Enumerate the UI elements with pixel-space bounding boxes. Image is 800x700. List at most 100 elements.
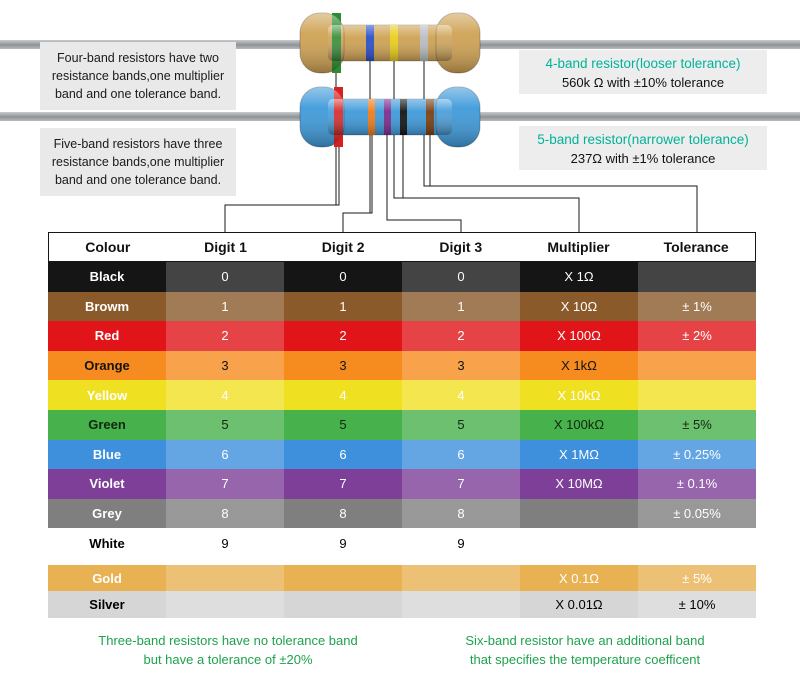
cell-colour: Red <box>94 328 120 344</box>
cell-digit2 <box>284 591 402 618</box>
cell-colour: Grey <box>92 506 122 522</box>
cell-digit2: 4 <box>339 387 347 403</box>
five-band-value-box: 5-band resistor(narrower tolerance) 237Ω… <box>519 126 767 170</box>
header-colour: Colour <box>85 239 131 255</box>
cell-digit1: 2 <box>166 321 284 351</box>
cell-tolerance <box>638 262 756 292</box>
colour-code-table: Colour Digit 1 Digit 2 Digit 3 Multiplie… <box>48 232 756 618</box>
five-band-resistor <box>298 86 482 148</box>
cell-digit2: 2 <box>339 328 347 344</box>
six-band-footnote-line1: Six-band resistor have an additional ban… <box>465 633 705 648</box>
cell-colour: White <box>89 535 125 551</box>
cell-digit3: 1 <box>402 291 520 322</box>
table-row-browm: Browm 1 1 1 X 10Ω ± 1% <box>48 291 756 322</box>
cell-colour: Blue <box>92 446 122 462</box>
cell-colour: Silver <box>89 597 125 613</box>
table-header: Colour Digit 1 Digit 2 Digit 3 Multiplie… <box>48 232 756 262</box>
three-band-footnote-line1: Three-band resistors have no tolerance b… <box>98 633 358 648</box>
cell-multiplier: X 100Ω <box>557 328 601 344</box>
cell-tolerance: ± 0.05% <box>638 498 756 529</box>
four-band-title: 4-band resistor(looser tolerance) <box>545 56 741 71</box>
cell-digit3: 0 <box>402 262 520 292</box>
cell-colour: Violet <box>89 476 125 492</box>
three-band-footnote-line2: but have a tolerance of ±20% <box>143 651 313 667</box>
cell-colour: Green <box>88 417 126 433</box>
header-digit-1: Digit 1 <box>204 239 247 255</box>
cell-digit1: 0 <box>166 262 284 292</box>
cell-tolerance <box>638 350 756 381</box>
cell-colour: Yellow <box>86 387 128 403</box>
table-row-violet: Violet 7 7 7 X 10MΩ ± 0.1% <box>48 469 756 499</box>
cell-digit2: 8 <box>339 506 347 522</box>
cell-colour: Orange <box>84 358 130 374</box>
six-band-footnote: Six-band resistor have an additional ban… <box>425 632 745 670</box>
cell-digit2: 5 <box>339 417 347 433</box>
cell-multiplier: X 1MΩ <box>558 446 600 462</box>
cell-digit1: 5 <box>166 409 284 440</box>
five-band-resistor-graphic <box>299 86 481 148</box>
four-band-resistor-graphic <box>299 12 481 74</box>
cell-digit2: 3 <box>339 358 347 374</box>
four-band-value: 560k Ω with ±10% tolerance <box>561 74 725 90</box>
cell-digit3: 6 <box>402 439 520 470</box>
four-band-note: Four-band resistors have two resistance … <box>40 42 236 110</box>
cell-colour: Browm <box>84 298 130 314</box>
four-band-value-box: 4-band resistor(looser tolerance) 560k Ω… <box>519 50 767 94</box>
table-row-gold: Gold X 0.1Ω ± 5% <box>48 564 756 592</box>
cell-digit3: 7 <box>402 469 520 499</box>
header-digit-3: Digit 3 <box>439 239 483 255</box>
cell-digit1 <box>166 564 284 592</box>
table-row-red: Red 2 2 2 X 100Ω ± 2% <box>48 321 756 351</box>
cell-digit2: 1 <box>339 298 347 314</box>
three-band-footnote: Three-band resistors have no tolerance b… <box>58 632 398 670</box>
table-row-black: Black 0 0 0 X 1Ω <box>48 262 756 292</box>
cell-colour: Gold <box>92 570 122 586</box>
cell-digit3 <box>402 591 520 618</box>
cell-digit3: 4 <box>402 380 520 410</box>
five-band-title: 5-band resistor(narrower tolerance) <box>537 132 749 147</box>
cell-digit2 <box>284 565 402 592</box>
cell-digit2: 9 <box>339 535 347 551</box>
table-row-white: White 9 9 9 <box>48 528 756 558</box>
header-tolerance: Tolerance <box>663 239 729 255</box>
table-gap <box>48 557 756 565</box>
header-multiplier: Multiplier <box>547 239 610 255</box>
table-row-silver: Silver X 0.01Ω ± 10% <box>48 591 756 618</box>
cell-tolerance <box>638 528 756 558</box>
cell-digit3: 8 <box>402 498 520 529</box>
cell-digit3: 2 <box>402 321 520 351</box>
cell-digit1: 1 <box>166 291 284 322</box>
cell-multiplier: X 0.1Ω <box>558 570 600 586</box>
table-row-green: Green 5 5 5 X 100kΩ ± 5% <box>48 409 756 440</box>
cell-tolerance: ± 5% <box>638 564 756 592</box>
table-row-yellow: Yellow 4 4 4 X 10kΩ <box>48 380 756 410</box>
cell-digit1: 7 <box>166 469 284 499</box>
six-band-footnote-line2: that specifies the temperature coefficen… <box>469 651 701 667</box>
cell-colour: Black <box>89 269 125 285</box>
header-digit-2: Digit 2 <box>321 239 365 255</box>
cell-digit2: 7 <box>339 476 347 492</box>
cell-multiplier: X 1Ω <box>564 269 594 285</box>
cell-digit3: 3 <box>402 350 520 381</box>
five-band-value: 237Ω with ±1% tolerance <box>570 150 716 166</box>
cell-tolerance: ± 1% <box>638 291 756 322</box>
table-rows: Black 0 0 0 X 1Ω Browm 1 1 1 X 10Ω ± 1% Red 2 2 2 X 100… <box>48 262 756 618</box>
table-row-grey: Grey 8 8 8 ± 0.05% <box>48 498 756 529</box>
cell-digit3: 5 <box>402 409 520 440</box>
cell-digit3: 9 <box>402 528 520 558</box>
cell-digit1: 4 <box>166 380 284 410</box>
cell-digit1: 3 <box>166 350 284 381</box>
cell-tolerance: ± 5% <box>638 409 756 440</box>
table-row-blue: Blue 6 6 6 X 1MΩ ± 0.25% <box>48 439 756 470</box>
cell-multiplier: X 10MΩ <box>555 476 603 492</box>
cell-digit1: 9 <box>166 528 284 558</box>
cell-tolerance <box>638 380 756 410</box>
cell-tolerance: ± 2% <box>638 321 756 351</box>
cell-multiplier: X 100kΩ <box>553 417 605 433</box>
cell-multiplier: X 10kΩ <box>557 387 601 403</box>
cell-digit1: 8 <box>166 498 284 529</box>
cell-tolerance: ± 10% <box>638 591 756 618</box>
cell-tolerance: ± 0.25% <box>638 439 756 470</box>
cell-multiplier <box>520 528 638 558</box>
